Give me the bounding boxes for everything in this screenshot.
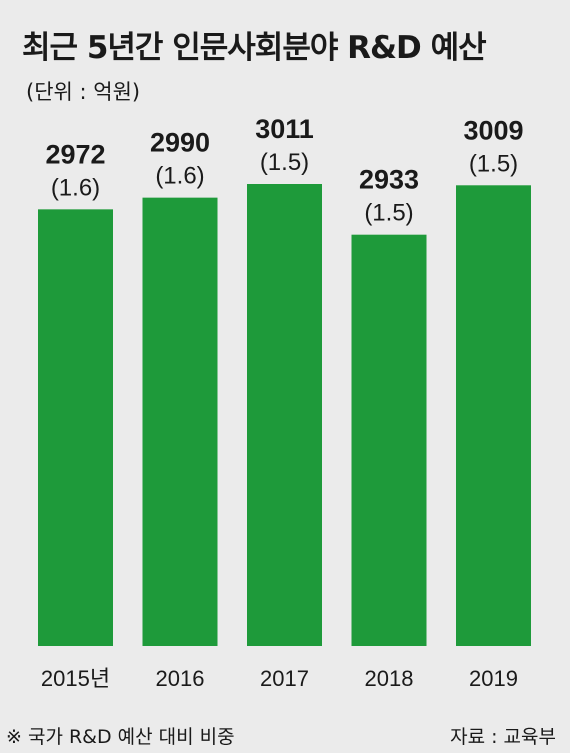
category-label-4: 2019 [469, 666, 518, 691]
share-label-1: (1.6) [155, 163, 204, 190]
bar-2 [247, 184, 322, 646]
unit-label: (단위 : 억원) [26, 80, 141, 104]
share-label-4: (1.5) [469, 150, 518, 177]
bar-0 [38, 209, 113, 646]
chart-title: 최근 5년간 인문사회분야 R&D 예산 [22, 30, 487, 66]
bar-3 [351, 234, 427, 647]
category-label-3: 2018 [365, 666, 414, 691]
value-label-4: 3009 [463, 115, 523, 145]
value-label-3: 2933 [359, 165, 419, 195]
category-label-0: 2015년 [41, 666, 110, 691]
value-label-1: 2990 [150, 128, 210, 158]
source-label: 자료 : 교육부 [450, 726, 556, 748]
bar-1 [142, 197, 218, 646]
share-label-2: (1.5) [260, 149, 309, 176]
share-label-0: (1.6) [51, 174, 100, 201]
category-label-1: 2016 [156, 666, 205, 691]
footnote: ※ 국가 R&D 예산 대비 비중 [6, 726, 235, 748]
share-label-3: (1.5) [364, 200, 413, 227]
value-label-0: 2972 [45, 139, 105, 169]
value-label-2: 3011 [255, 114, 314, 144]
category-label-2: 2017 [260, 666, 309, 691]
bar-4 [456, 185, 531, 647]
